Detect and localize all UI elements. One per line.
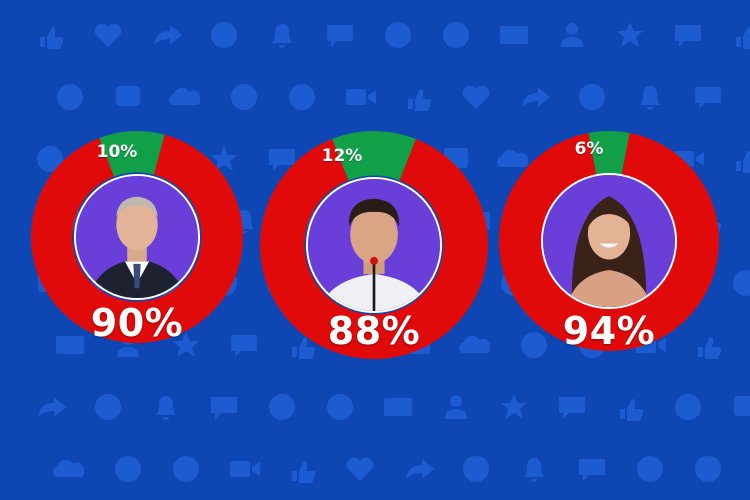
cloud-icon	[459, 335, 491, 353]
like-icon	[736, 27, 750, 49]
close-icon	[269, 394, 295, 420]
share-icon	[522, 87, 550, 107]
chat-icon	[579, 459, 605, 481]
comment-icon	[269, 149, 295, 171]
minor-slice-2	[332, 131, 416, 181]
heart-icon	[462, 85, 490, 109]
chat-icon	[211, 397, 237, 419]
hashtag-icon	[734, 396, 750, 416]
chat-icon	[695, 87, 721, 109]
close-icon	[637, 456, 663, 482]
minor-label-3: 6%	[574, 139, 604, 159]
bell-icon	[156, 396, 176, 420]
portrait-man-microphone	[308, 179, 440, 311]
portrait-older-man	[76, 176, 198, 298]
mail-icon	[56, 336, 84, 354]
share-icon	[406, 459, 434, 479]
avatar-smiling-woman	[541, 173, 677, 309]
donut-chart-1: 10% 90%	[30, 131, 243, 345]
thumbs-up-icon	[292, 461, 316, 483]
portrait-smiling-woman	[543, 175, 675, 307]
phone-icon	[231, 84, 257, 110]
star-icon	[617, 22, 643, 47]
chat-icon	[327, 25, 353, 47]
avatar-man-microphone	[306, 177, 442, 313]
major-label-1: 90%	[90, 301, 184, 345]
camera-icon	[230, 461, 260, 477]
comment-icon	[231, 335, 257, 357]
phone-icon	[521, 332, 547, 358]
share-icon	[154, 25, 182, 45]
thumbs-up-icon	[698, 337, 722, 359]
play-icon	[37, 146, 63, 172]
donut-chart-2: 12% 88%	[260, 131, 488, 359]
mail-icon	[500, 26, 528, 44]
phone-icon	[115, 456, 141, 482]
minor-slice-1	[99, 131, 165, 177]
like-icon	[620, 399, 644, 421]
donut-chart-3: 6% 94%	[499, 131, 719, 351]
comment-icon	[675, 25, 701, 47]
plus-icon	[173, 456, 199, 482]
play-icon	[695, 456, 721, 482]
plus-icon	[289, 84, 315, 110]
thumbs-up-icon	[40, 27, 64, 49]
avatar-older-man	[74, 174, 200, 300]
check-icon	[463, 456, 489, 482]
heart-icon	[94, 23, 122, 47]
major-label-2: 88%	[327, 309, 421, 353]
bell-icon	[524, 458, 544, 482]
cloud-icon	[497, 149, 529, 167]
comment-icon	[559, 397, 585, 419]
minor-label-1: 10%	[96, 142, 138, 162]
star-icon	[501, 394, 527, 419]
hashtag-icon	[116, 86, 140, 106]
check-icon	[211, 22, 237, 48]
heart-icon	[346, 457, 374, 481]
check-icon	[95, 394, 121, 420]
thumbs-up-icon	[736, 151, 750, 173]
camera-icon	[346, 89, 376, 105]
star-icon	[173, 332, 199, 357]
star-icon	[211, 146, 237, 171]
thumbs-up-icon	[408, 89, 432, 111]
bell-icon	[272, 24, 292, 48]
smile-icon	[675, 394, 701, 420]
share-icon	[38, 397, 66, 417]
bell-icon	[640, 86, 660, 110]
smile-icon	[57, 84, 83, 110]
user-icon	[445, 395, 467, 419]
check-icon	[579, 84, 605, 110]
play-icon	[443, 22, 469, 48]
play-icon	[733, 270, 750, 296]
minor-slice-3	[588, 131, 630, 176]
close-icon	[385, 22, 411, 48]
cloud-icon	[53, 459, 85, 477]
cloud-icon	[169, 87, 201, 105]
play-icon	[327, 394, 353, 420]
user-icon	[561, 23, 583, 47]
major-label-3: 94%	[562, 309, 656, 353]
minor-label-2: 12%	[321, 146, 363, 166]
mail-icon	[384, 398, 412, 416]
like-icon	[292, 337, 316, 359]
